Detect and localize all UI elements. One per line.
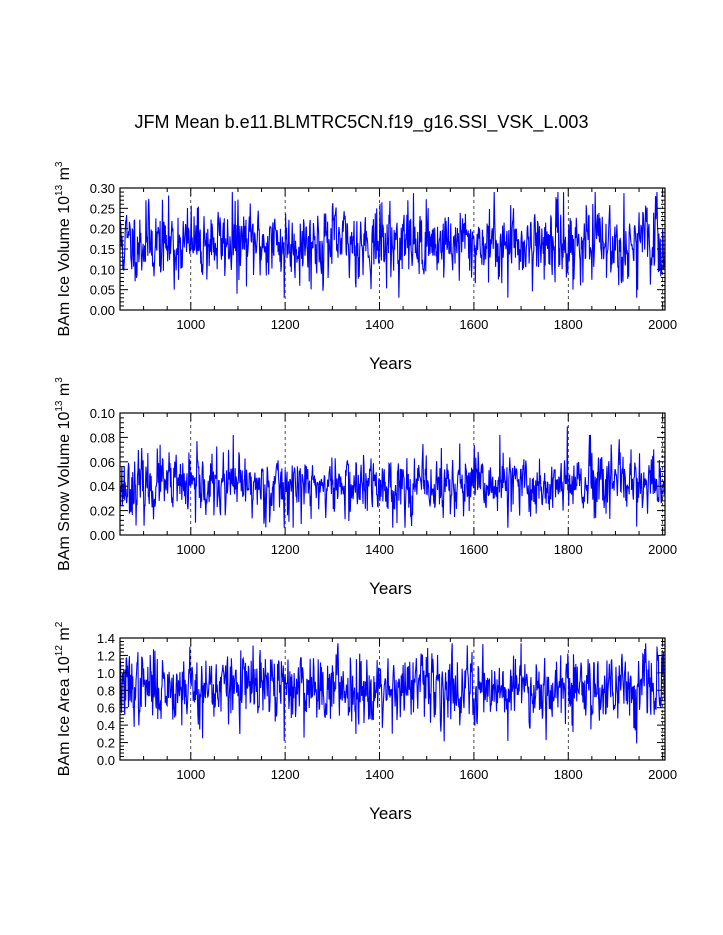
y-tick-label: 0.05 <box>90 283 115 298</box>
y-tick-label: 0.02 <box>90 504 115 519</box>
y-tick-label: 0.00 <box>90 528 115 543</box>
plot-frame <box>119 637 666 761</box>
y-tick-label: 0.04 <box>90 479 115 494</box>
y-tick-label: 0.00 <box>90 303 115 318</box>
plot-frame <box>119 412 666 536</box>
y-tick-label: 0.30 <box>90 181 115 196</box>
x-tick-label: 1200 <box>271 317 300 332</box>
ice-volume-chart: 1000 1200 1400 1600 1800 2000 0.00 0.05 0.10 0.15… <box>54 161 677 373</box>
x-tick-label: 2000 <box>648 542 677 557</box>
x-tick-label: 1800 <box>554 767 583 782</box>
x-axis-label: Years <box>369 354 412 373</box>
x-tick-label: 1000 <box>176 767 205 782</box>
y-tick-label: 1.2 <box>97 648 115 663</box>
x-tick-label: 2000 <box>648 317 677 332</box>
x-tick-label: 1200 <box>271 767 300 782</box>
y-tick-label: 0.4 <box>97 718 115 733</box>
x-tick-label: 1200 <box>271 542 300 557</box>
y-axis-label: BAm Ice Area 1012 m2 <box>54 621 73 776</box>
y-tick-label: 0.6 <box>97 701 115 716</box>
x-tick-label: 1400 <box>365 767 394 782</box>
y-tick-label: 0.08 <box>90 430 115 445</box>
x-axis-label: Years <box>369 804 412 823</box>
x-axis-label: Years <box>369 579 412 598</box>
y-tick-label: 0.06 <box>90 455 115 470</box>
ice-area-chart: 1000 1200 1400 1600 1800 2000 0.0 0.2 0.4 0.6 0.8 1… <box>54 621 677 823</box>
y-axis-label: BAm Ice Volume 1013 m3 <box>54 161 73 336</box>
x-tick-label: 1400 <box>365 317 394 332</box>
series-line <box>119 643 666 744</box>
x-tick-label: 1000 <box>176 542 205 557</box>
x-tick-label: 1600 <box>459 542 488 557</box>
y-tick-label: 0.0 <box>97 753 115 768</box>
y-tick-label: 0.10 <box>90 262 115 277</box>
x-tick-label: 2000 <box>648 767 677 782</box>
y-tick-label: 0.25 <box>90 201 115 216</box>
x-tick-label: 1000 <box>176 317 205 332</box>
y-tick-label: 0.20 <box>90 222 115 237</box>
y-tick-label: 0.15 <box>90 242 115 257</box>
y-tick-label: 1.4 <box>97 631 115 646</box>
series-line <box>119 192 666 298</box>
x-tick-label: 1600 <box>459 767 488 782</box>
y-tick-label: 0.8 <box>97 683 115 698</box>
x-tick-label: 1400 <box>365 542 394 557</box>
snow-volume-chart: 1000 1200 1400 1600 1800 2000 0.00 0.02 0.04 0.06… <box>54 377 677 598</box>
series-line <box>119 426 666 528</box>
x-tick-label: 1600 <box>459 317 488 332</box>
page-title: JFM Mean b.e11.BLMTRC5CN.f19_g16.SSI_VSK… <box>134 112 589 132</box>
y-tick-label: 0.10 <box>90 406 115 421</box>
y-tick-label: 0.2 <box>97 736 115 751</box>
y-axis-label: BAm Snow Volume 1013 m3 <box>54 377 73 571</box>
y-tick-label: 1.0 <box>97 666 115 681</box>
x-tick-label: 1800 <box>554 317 583 332</box>
x-tick-label: 1800 <box>554 542 583 557</box>
